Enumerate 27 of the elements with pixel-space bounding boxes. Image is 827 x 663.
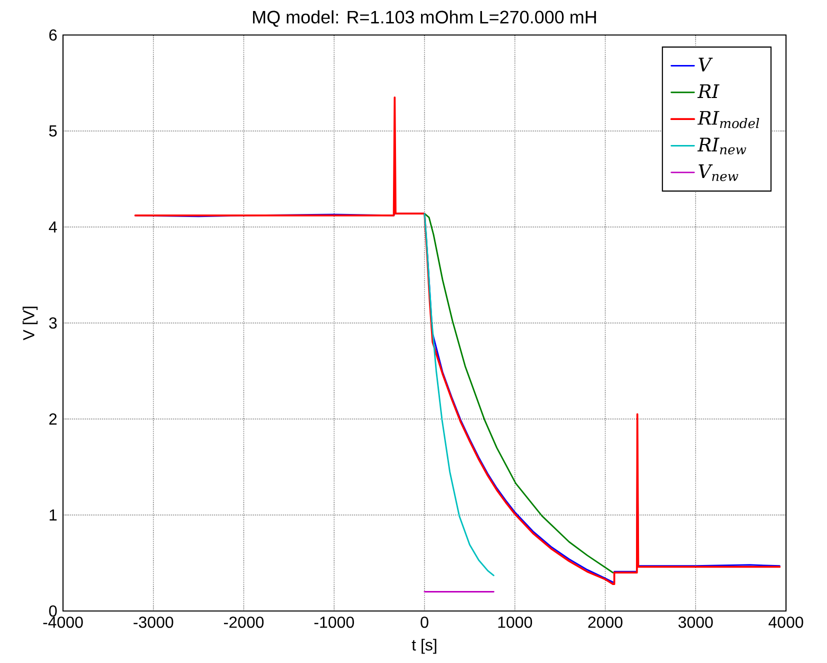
legend-label: RI$_{model}$ — [697, 111, 760, 128]
line-series — [134, 96, 781, 586]
x-tick-label: 3000 — [678, 616, 713, 628]
x-axis-title: t [s] — [412, 638, 436, 654]
y-axis-title: V [V] — [22, 306, 38, 340]
legend-label: V — [698, 58, 713, 72]
y-tick-label: 5 — [49, 125, 57, 137]
line-series — [424, 212, 494, 576]
x-tick-label: -1000 — [314, 616, 354, 628]
chart-title: MQ model: R=1.103 mOhm L=270.000 mH — [253, 10, 596, 27]
x-tick-label: -3000 — [134, 616, 174, 628]
x-tick-label: 4000 — [768, 616, 804, 628]
y-tick-label: 4 — [48, 222, 57, 232]
legend-label: RI — [697, 84, 720, 98]
x-tick-label: -4000 — [43, 616, 83, 628]
line-series — [424, 212, 614, 574]
x-tick-label: 0 — [420, 616, 428, 628]
legend-label: RI$_{new}$ — [697, 138, 746, 154]
y-tick-label: 6 — [49, 29, 57, 41]
y-tick-label: 3 — [49, 317, 57, 329]
legend-label: V$_{new}$ — [698, 164, 738, 182]
x-tick-label: -2000 — [224, 616, 264, 628]
y-tick-label: 2 — [49, 413, 57, 425]
y-tick-label: 1 — [50, 509, 57, 520]
x-tick-label: 2000 — [588, 616, 622, 628]
x-tick-label: 1000 — [498, 616, 532, 628]
y-tick-label: 0 — [49, 605, 57, 617]
